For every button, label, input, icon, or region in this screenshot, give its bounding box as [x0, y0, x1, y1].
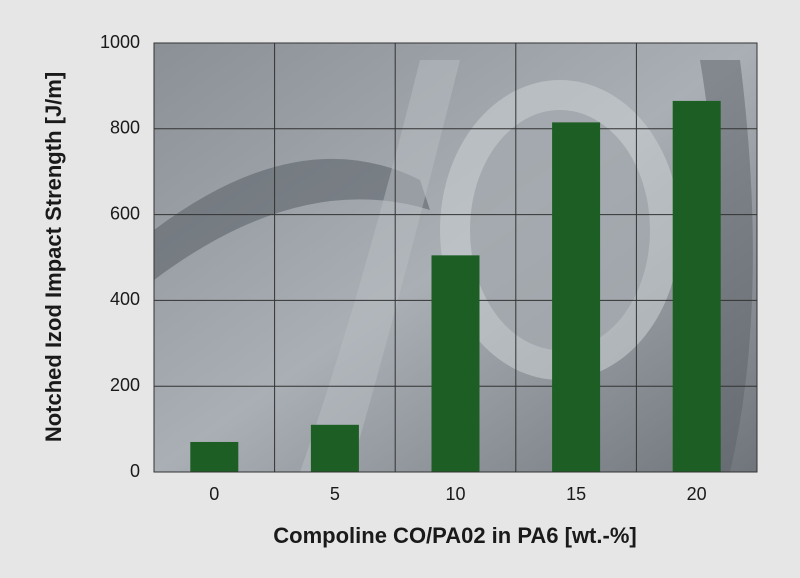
bar [310, 424, 359, 472]
y-tick-label: 0 [130, 461, 140, 481]
y-tick-label: 400 [110, 289, 140, 309]
bars [190, 100, 721, 473]
bar [190, 441, 239, 472]
y-tick-label: 600 [110, 203, 140, 223]
x-tick-label: 15 [566, 484, 586, 504]
x-tick-label: 20 [687, 484, 707, 504]
x-tick-label: 5 [330, 484, 340, 504]
x-axis-title: Compoline CO/PA02 in PA6 [wt.-%] [273, 523, 636, 548]
bar [552, 122, 601, 473]
y-tick-label: 1000 [100, 32, 140, 52]
y-axis-title: Notched Izod Impact Strength [J/m] [41, 72, 66, 442]
bar [672, 100, 721, 472]
plot-frame [153, 42, 758, 473]
y-tick-label: 200 [110, 375, 140, 395]
y-tick-label: 800 [110, 118, 140, 138]
x-tick-label: 0 [209, 484, 219, 504]
bar [431, 255, 480, 472]
x-tick-label: 10 [445, 484, 465, 504]
